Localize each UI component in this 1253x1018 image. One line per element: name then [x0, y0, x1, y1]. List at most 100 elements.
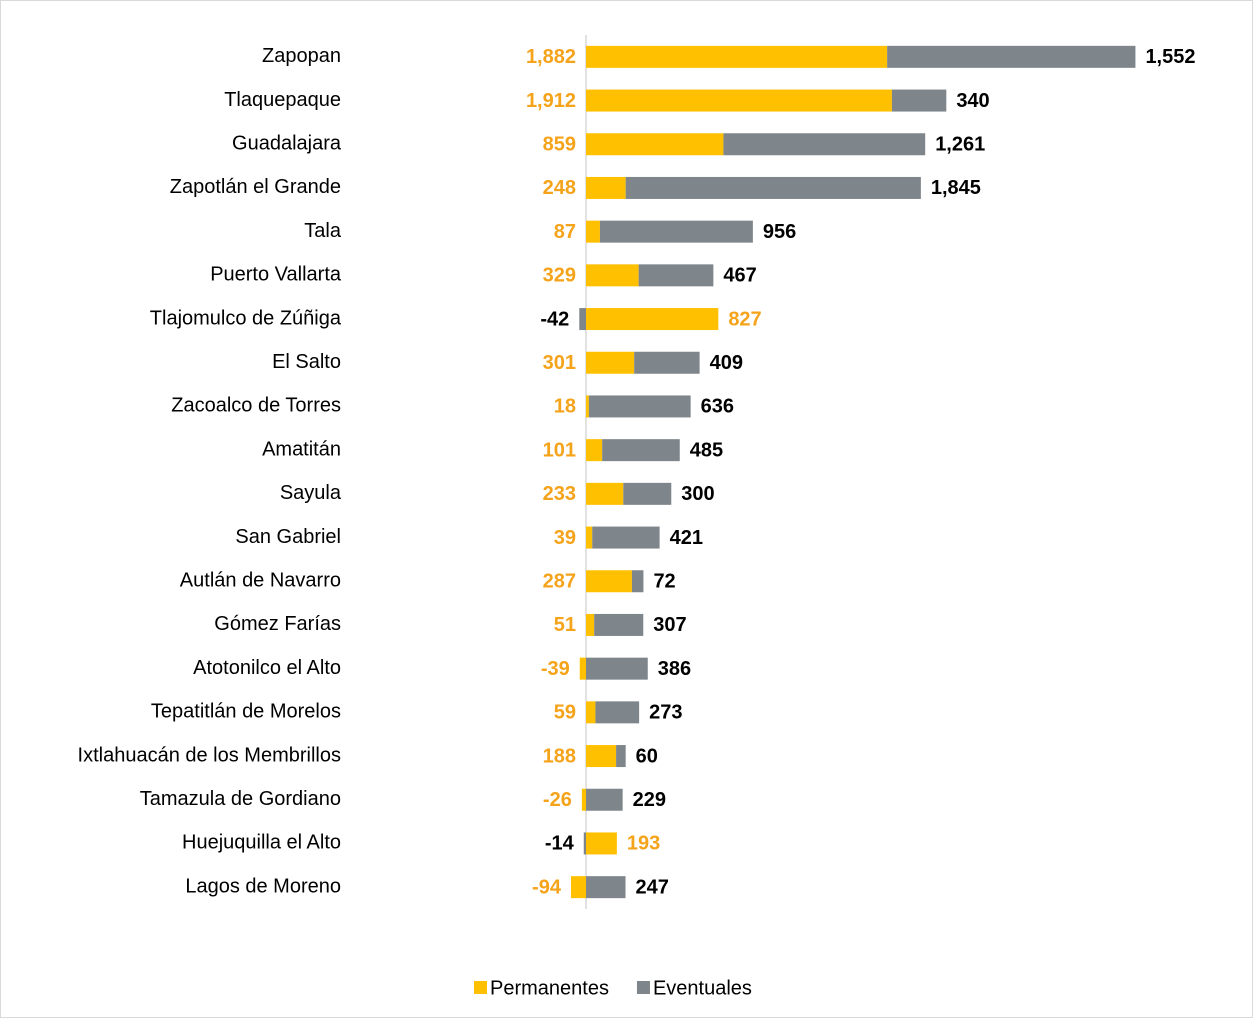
bar-segment: [586, 439, 603, 462]
bar-segment: [586, 745, 617, 768]
legend-swatch: [474, 981, 487, 994]
value-label: 1,912: [526, 90, 576, 112]
bar-segment: [623, 482, 672, 505]
bar-segment: [586, 45, 888, 68]
category-label: Amatitán: [262, 438, 341, 460]
value-label: 1,845: [931, 177, 981, 199]
value-label: 247: [636, 876, 669, 898]
value-label: 1,882: [526, 46, 576, 68]
bar-segment: [586, 351, 635, 374]
value-label: 248: [543, 177, 576, 199]
bar-segment: [570, 876, 586, 899]
category-label: Tepatitlán de Morelos: [151, 701, 341, 723]
value-label: 386: [658, 658, 691, 680]
value-label: 1,261: [935, 134, 985, 156]
bar-segment: [586, 176, 626, 199]
category-label: Gómez Farías: [214, 613, 341, 635]
value-label: 60: [636, 745, 658, 767]
category-label: Ixtlahuacán de los Membrillos: [78, 744, 341, 766]
value-label: 467: [723, 265, 756, 287]
bar-segment: [579, 657, 586, 680]
bar-segment: [723, 133, 926, 156]
bar-segment: [586, 482, 624, 505]
bar-segment: [602, 439, 680, 462]
value-label: 827: [728, 308, 761, 330]
value-label: 233: [543, 483, 576, 505]
value-label: 287: [543, 571, 576, 593]
bar-segment: [586, 570, 632, 593]
value-label: 273: [649, 702, 682, 724]
value-label: 307: [653, 614, 686, 636]
value-label: 229: [633, 789, 666, 811]
value-label: -94: [532, 876, 562, 898]
category-label: Tala: [304, 220, 342, 242]
value-label: 485: [690, 439, 723, 461]
bar-segment: [634, 351, 700, 374]
value-label: 59: [554, 702, 576, 724]
category-label: Guadalajara: [232, 133, 342, 155]
bar-segment: [887, 45, 1136, 68]
bar-segment: [586, 308, 719, 331]
bar-segment: [595, 701, 640, 724]
category-label: Tamazula de Gordiano: [140, 788, 341, 810]
bar-segment: [586, 657, 648, 680]
value-label: 101: [543, 439, 576, 461]
bar-segment: [586, 526, 593, 549]
bar-segment: [586, 701, 596, 724]
value-label: 18: [554, 396, 576, 418]
value-label: 72: [653, 571, 675, 593]
bar-segment: [579, 308, 586, 331]
bar-segment: [638, 264, 714, 287]
legend-label: Eventuales: [653, 977, 752, 999]
value-label: -26: [543, 789, 572, 811]
category-label: Zacoalco de Torres: [171, 395, 341, 417]
bar-segment: [586, 613, 595, 636]
value-label: 188: [543, 745, 576, 767]
bar-segment: [631, 570, 644, 593]
category-label: Lagos de Moreno: [185, 875, 341, 897]
legend-swatch: [636, 981, 650, 994]
category-label: San Gabriel: [235, 526, 341, 548]
bar-segment: [586, 395, 589, 418]
value-label: 956: [763, 221, 796, 243]
value-label: -42: [540, 308, 569, 330]
category-label: Huejuquilla el Alto: [182, 832, 341, 854]
bar-segment: [586, 264, 639, 287]
category-label: El Salto: [272, 351, 341, 373]
value-label: 39: [554, 527, 576, 549]
category-label: Tlajomulco de Zúñiga: [150, 307, 342, 329]
bar-segment: [586, 220, 600, 243]
value-label: 87: [554, 221, 576, 243]
category-label: Zapotlán el Grande: [170, 176, 341, 198]
value-label: 636: [701, 396, 734, 418]
category-label: Autlán de Navarro: [180, 570, 341, 592]
legend-label: Permanentes: [490, 977, 609, 999]
category-label: Tlaquepaque: [224, 89, 341, 111]
bar-segment: [586, 133, 724, 156]
bar-segment: [586, 832, 617, 855]
value-label: 51: [554, 614, 576, 636]
bar-segment: [599, 220, 753, 243]
bar-segment: [583, 832, 586, 855]
value-label: 193: [627, 833, 660, 855]
value-label: -14: [545, 833, 575, 855]
value-label: 340: [956, 90, 989, 112]
value-label: 409: [710, 352, 743, 374]
value-label: 421: [670, 527, 703, 549]
bar-segment: [616, 745, 626, 768]
bar-segment: [581, 788, 586, 811]
value-label: 1,552: [1145, 46, 1195, 68]
value-label: -39: [541, 658, 570, 680]
value-label: 329: [543, 265, 576, 287]
category-label: Atotonilco el Alto: [193, 657, 341, 679]
value-label: 859: [543, 134, 576, 156]
category-label: Puerto Vallarta: [210, 264, 342, 286]
bar-segment: [588, 395, 691, 418]
bar-segment: [586, 876, 626, 899]
value-label: 301: [543, 352, 576, 374]
bar-segment: [586, 788, 623, 811]
bar-segment: [594, 613, 644, 636]
value-label: 300: [681, 483, 714, 505]
